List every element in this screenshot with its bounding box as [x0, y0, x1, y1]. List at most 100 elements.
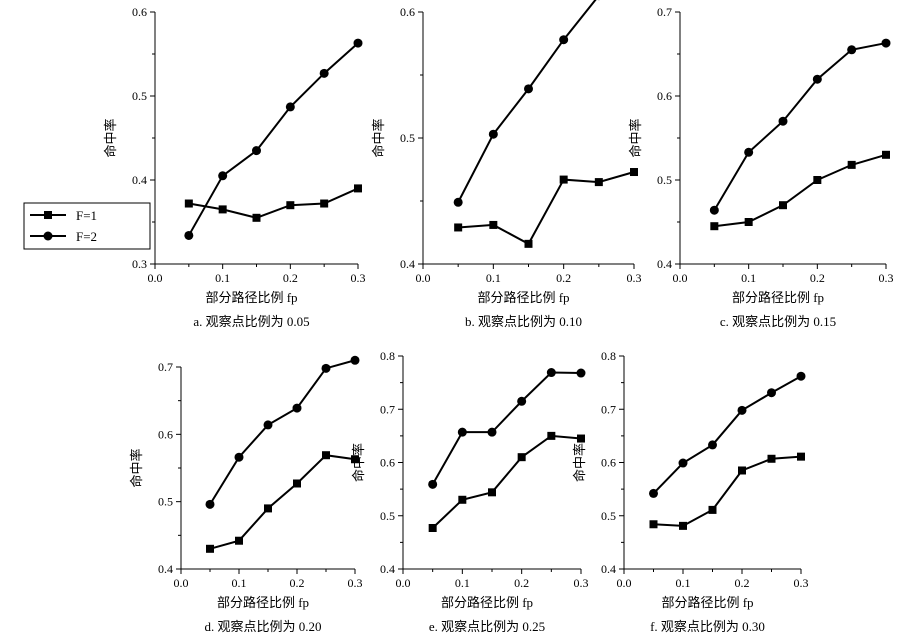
- series-f1: [649, 452, 805, 530]
- data-point-circle: [319, 68, 329, 78]
- data-point-square: [489, 220, 498, 229]
- data-point-circle: [292, 403, 302, 413]
- data-point-circle: [778, 116, 788, 126]
- data-point-square: [264, 504, 272, 513]
- data-point-circle: [708, 440, 717, 450]
- data-point-circle: [252, 146, 261, 156]
- data-point-circle: [678, 458, 688, 468]
- y-tick-label: 0.5: [132, 89, 147, 103]
- series-f2: [453, 0, 600, 207]
- data-point-square: [354, 184, 362, 193]
- x-tick-label: 0.2: [290, 576, 305, 590]
- series-f2: [428, 368, 586, 489]
- y-axis-label: 命中率: [572, 443, 587, 482]
- data-point-circle: [517, 396, 527, 406]
- data-point-circle: [796, 371, 806, 381]
- y-tick-label: 0.4: [380, 562, 395, 576]
- x-tick-label: 0.2: [735, 576, 750, 590]
- data-point-circle: [847, 45, 857, 55]
- y-tick-label: 0.4: [400, 257, 415, 271]
- series-f1: [428, 431, 585, 532]
- data-point-circle: [263, 420, 273, 430]
- x-tick-label: 0.3: [574, 576, 589, 590]
- data-point-square: [744, 218, 753, 226]
- y-tick-label: 0.6: [657, 89, 672, 103]
- data-point-circle: [524, 84, 533, 94]
- y-tick-label: 0.4: [158, 562, 173, 576]
- data-point-circle: [428, 479, 438, 489]
- data-point-square: [767, 454, 776, 463]
- panel-caption: e. 观察点比例为 0.25: [429, 619, 545, 634]
- data-point-square: [252, 213, 261, 222]
- series-f2: [709, 38, 891, 215]
- y-tick-label: 0.6: [158, 427, 173, 441]
- x-tick-label: 0.3: [348, 576, 363, 590]
- y-axis-label: 命中率: [351, 443, 366, 482]
- data-point-square: [649, 520, 658, 529]
- series-line: [187, 42, 359, 236]
- x-tick-label: 0.3: [351, 271, 366, 285]
- series-line: [209, 454, 356, 550]
- y-axis-label: 命中率: [129, 448, 144, 487]
- y-tick-label: 0.6: [601, 456, 616, 470]
- data-point-square: [630, 168, 638, 177]
- y-tick-label: 0.7: [158, 360, 173, 374]
- data-point-square: [813, 176, 822, 184]
- x-tick-label: 0.1: [215, 271, 230, 285]
- data-point-square: [322, 451, 330, 460]
- series-line: [209, 359, 356, 505]
- x-tick-label: 0.2: [556, 271, 571, 285]
- series-line: [713, 42, 887, 211]
- x-tick-label: 0.0: [148, 271, 163, 285]
- data-point-circle: [321, 363, 331, 373]
- data-point-circle: [881, 38, 891, 48]
- panel-caption: a. 观察点比例为 0.05: [193, 314, 309, 329]
- x-tick-label: 0.0: [673, 271, 688, 285]
- x-axis-label: 部分路径比例 fp: [205, 290, 297, 305]
- x-axis-label: 部分路径比例 fp: [441, 595, 533, 610]
- series-f1: [184, 184, 362, 222]
- data-point-circle: [350, 355, 360, 365]
- data-point-square: [882, 150, 890, 159]
- data-point-circle: [576, 368, 586, 378]
- y-tick-label: 0.5: [400, 131, 415, 145]
- series-f2: [205, 355, 360, 509]
- y-axis-label: 命中率: [371, 118, 386, 157]
- data-point-square: [797, 452, 805, 461]
- series-f1: [454, 168, 638, 248]
- data-point-square: [428, 523, 437, 532]
- data-point-circle: [546, 368, 556, 378]
- data-point-circle: [205, 499, 215, 509]
- data-point-square: [458, 495, 467, 504]
- legend-label-f1: F=1: [76, 208, 97, 223]
- series-line: [714, 153, 887, 228]
- x-tick-label: 0.1: [232, 576, 247, 590]
- y-tick-label: 0.4: [132, 173, 147, 187]
- y-tick-label: 0.5: [380, 509, 395, 523]
- data-point-square: [517, 453, 526, 462]
- panel-caption: d. 观察点比例为 0.20: [204, 619, 321, 634]
- data-point-circle: [285, 102, 295, 112]
- x-tick-label: 0.1: [486, 271, 501, 285]
- panel-caption: f. 观察点比例为 0.30: [650, 619, 765, 634]
- y-tick-label: 0.7: [657, 5, 672, 19]
- data-point-square: [779, 201, 787, 210]
- data-point-square: [847, 160, 856, 169]
- x-axis-label: 部分路径比例 fp: [477, 290, 569, 305]
- x-axis-label: 部分路径比例 fp: [217, 595, 309, 610]
- x-tick-label: 0.0: [416, 271, 431, 285]
- data-point-circle: [487, 427, 497, 437]
- x-tick-label: 0.2: [283, 271, 298, 285]
- y-tick-label: 0.7: [380, 402, 395, 416]
- x-tick-label: 0.1: [455, 576, 470, 590]
- x-tick-label: 0.1: [676, 576, 691, 590]
- data-point-square: [594, 178, 603, 187]
- data-point-circle: [457, 427, 467, 437]
- data-point-circle: [488, 129, 498, 139]
- y-axis-label: 命中率: [103, 118, 118, 157]
- panel-caption: c. 观察点比例为 0.15: [720, 314, 836, 329]
- data-point-square: [235, 536, 243, 545]
